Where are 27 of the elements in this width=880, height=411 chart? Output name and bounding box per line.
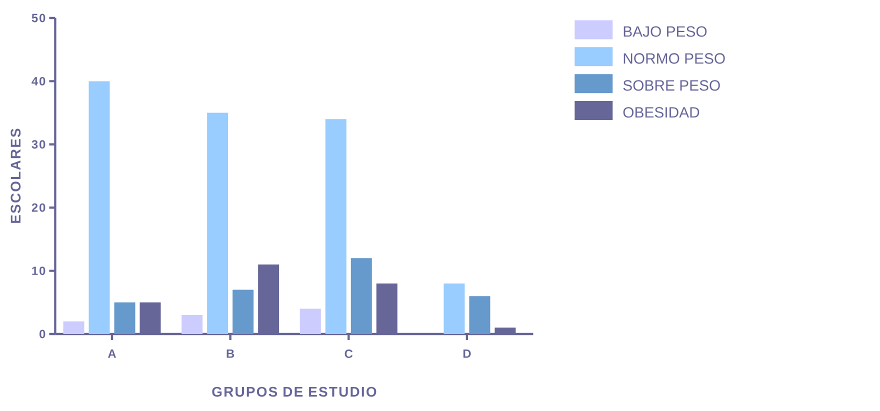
y-tick-label: 40 (32, 76, 46, 86)
bar (182, 315, 203, 334)
y-tick-label: 0 (40, 330, 46, 338)
y-tick-label: 30 (32, 140, 46, 149)
bar (207, 112, 228, 334)
y-tick-label: 50 (32, 14, 46, 22)
x-tick-label: B (226, 350, 234, 358)
bar (232, 290, 254, 334)
y-tick-label: 10 (32, 266, 46, 276)
bar (88, 81, 110, 334)
bar (350, 258, 372, 334)
bar (114, 302, 136, 334)
legend-label: SOBRE PESO (623, 80, 720, 91)
bar (63, 321, 84, 334)
bar (444, 283, 465, 334)
x-axis-title: GRUPOS DE ESTUDIO (212, 386, 376, 397)
bar (469, 296, 490, 334)
y-axis-title: ESCOLARES (10, 128, 21, 223)
bar (300, 308, 321, 334)
bar (325, 119, 346, 334)
x-tick-label: D (463, 350, 471, 358)
x-tick-label: A (108, 350, 116, 358)
y-tick-label: 20 (32, 203, 46, 212)
legend-label: OBESIDAD (623, 107, 700, 118)
legend-label: NORMO PESO (624, 53, 725, 64)
x-tick-label: C (344, 350, 353, 358)
legend-label: BAJO PESO (624, 26, 707, 37)
